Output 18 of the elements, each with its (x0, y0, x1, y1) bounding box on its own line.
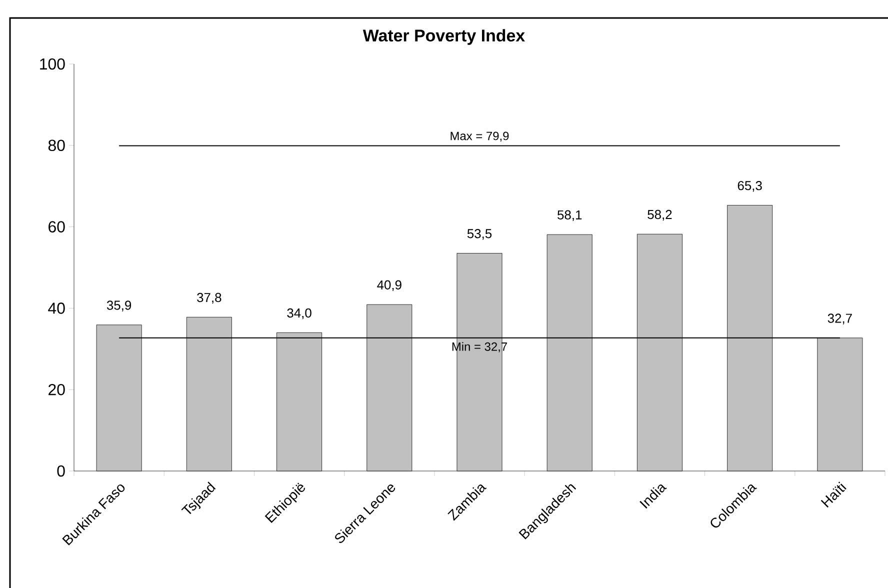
data-label: 35,9 (106, 300, 132, 312)
data-label: 58,2 (648, 210, 672, 221)
y-tick-label: 40 (48, 302, 65, 314)
y-tick-label: 20 (48, 384, 65, 396)
data-label: 58,1 (558, 210, 582, 222)
y-tick-label: 0 (57, 465, 65, 477)
chart-title: Water Poverty Index (362, 29, 525, 45)
y-tick-label: 80 (48, 140, 65, 152)
y-tick-label: 60 (48, 221, 65, 232)
ref-line-label: Min = 32,7 (452, 342, 507, 352)
data-label: 53,5 (467, 229, 492, 240)
y-tick-label: 100 (40, 58, 65, 70)
data-label: 65,3 (738, 181, 762, 192)
data-label: 37,8 (197, 292, 222, 304)
ref-line-label: Max = 79,9 (450, 132, 509, 142)
data-label: 40,9 (377, 280, 402, 292)
data-label: 32,7 (828, 314, 852, 324)
data-label: 34,0 (287, 308, 312, 320)
